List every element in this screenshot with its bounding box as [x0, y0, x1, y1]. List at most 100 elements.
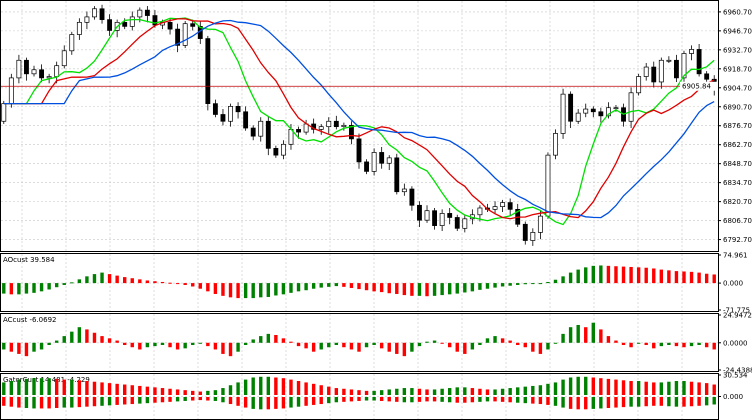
- gator-bar-lower: [304, 397, 308, 406]
- ac-bar: [523, 342, 527, 348]
- ac-bar: [206, 342, 210, 347]
- ao-bar: [115, 275, 119, 284]
- gator-bar-lower: [591, 397, 595, 409]
- ao-bar: [568, 272, 573, 284]
- ac-bar: [440, 342, 444, 344]
- gator-bar-upper: [123, 384, 127, 395]
- gator-bar-upper: [296, 381, 301, 395]
- gator-bar-upper: [667, 381, 671, 395]
- candle-body: [24, 59, 29, 75]
- ac-bar: [54, 340, 59, 343]
- gator-bar-upper: [674, 381, 679, 395]
- candle-body: [409, 188, 415, 206]
- gator-bar-lower: [92, 397, 97, 407]
- gator-bar-lower: [17, 397, 21, 408]
- gator-bar-upper: [304, 382, 308, 395]
- ac-bar: [334, 342, 339, 346]
- candle-body: [530, 232, 536, 241]
- gator-bar-upper: [145, 386, 150, 395]
- gator-bar-upper: [470, 388, 475, 395]
- ao-bar: [175, 283, 180, 285]
- ac-bar: [704, 342, 709, 348]
- gator-bar-upper: [485, 389, 490, 395]
- gator-bar-upper: [508, 388, 512, 395]
- ac-bar: [553, 342, 558, 344]
- ma-line-lips: [3, 17, 715, 226]
- candle-body: [424, 210, 430, 221]
- candle-body: [651, 66, 657, 83]
- candle-body: [16, 59, 22, 79]
- ac-bar: [9, 342, 14, 352]
- gator-bar-lower: [54, 397, 59, 408]
- ao-bar: [228, 283, 233, 298]
- ac-bar: [221, 342, 225, 354]
- candle-body: [537, 215, 543, 233]
- gator-bar-lower: [236, 397, 240, 406]
- candle-body: [326, 120, 332, 128]
- candle-body: [447, 213, 453, 218]
- gator-bar-upper: [168, 388, 172, 395]
- ao-bar: [704, 273, 709, 284]
- ac-bar: [364, 342, 369, 348]
- gator-bar-upper: [455, 387, 459, 395]
- candle-body: [228, 105, 233, 122]
- gator-bar-upper: [153, 387, 157, 395]
- ao-bar: [372, 283, 376, 292]
- ma-line-jaw: [3, 19, 715, 219]
- ao-bar: [281, 283, 286, 295]
- ac-bar: [470, 342, 475, 350]
- ao-bar: [327, 283, 331, 287]
- ac-bar: [463, 342, 467, 354]
- gator-bar-lower: [364, 397, 369, 401]
- ao-bar: [682, 271, 686, 284]
- gator-bar-upper: [2, 382, 6, 395]
- ac-bar: [417, 342, 422, 347]
- ao-bar: [553, 279, 558, 284]
- ac-bar: [115, 340, 119, 343]
- ao-bar: [402, 283, 407, 296]
- ao-bar: [500, 283, 505, 287]
- ao-bar: [349, 283, 354, 288]
- ao-bar: [274, 283, 278, 296]
- ao-bar: [591, 265, 595, 284]
- ac-bar: [395, 342, 399, 354]
- ao-bar: [425, 283, 429, 297]
- candle-body: [122, 21, 128, 27]
- ac-bar: [100, 336, 104, 343]
- candle-body: [386, 157, 392, 164]
- ao-bar: [538, 283, 543, 285]
- gator-bar-upper: [402, 388, 407, 395]
- gator-bar-upper: [47, 378, 51, 395]
- gator-bar-upper: [387, 389, 391, 395]
- ac-bar: [606, 336, 611, 343]
- candle-body: [636, 76, 642, 94]
- gator-bar-upper: [9, 381, 14, 395]
- gator-bar-upper: [357, 390, 361, 395]
- y-tick-label: 6820.70: [723, 198, 752, 206]
- gator-bar-upper: [591, 377, 595, 395]
- candle-body: [477, 207, 483, 216]
- gator-bar-upper: [175, 389, 180, 395]
- ao-bar: [689, 271, 694, 284]
- gator-bar-upper: [652, 382, 656, 395]
- ac-bar: [357, 342, 361, 352]
- ac-bar: [599, 329, 603, 343]
- y-tick-label: 24.9472: [723, 312, 752, 320]
- ao-bar: [440, 283, 444, 296]
- ac-bar: [659, 342, 664, 347]
- gator-bar-upper: [621, 380, 626, 395]
- gator-bar-lower: [704, 397, 709, 406]
- candle-body: [84, 16, 90, 23]
- ac-bar: [402, 342, 407, 357]
- gator-bar-lower: [523, 397, 527, 404]
- gator-bar-lower: [206, 397, 210, 401]
- y-tick-label: 74.961: [723, 252, 748, 260]
- gator-bar-lower: [243, 397, 248, 408]
- panel-frame-ao: [0, 253, 719, 312]
- gator-bar-lower: [123, 397, 127, 405]
- ac-bar: [455, 342, 459, 352]
- gator-bar-lower: [440, 397, 444, 402]
- gator-bar-lower: [614, 397, 618, 408]
- ao-bar: [2, 283, 6, 294]
- ac-bar: [493, 336, 497, 343]
